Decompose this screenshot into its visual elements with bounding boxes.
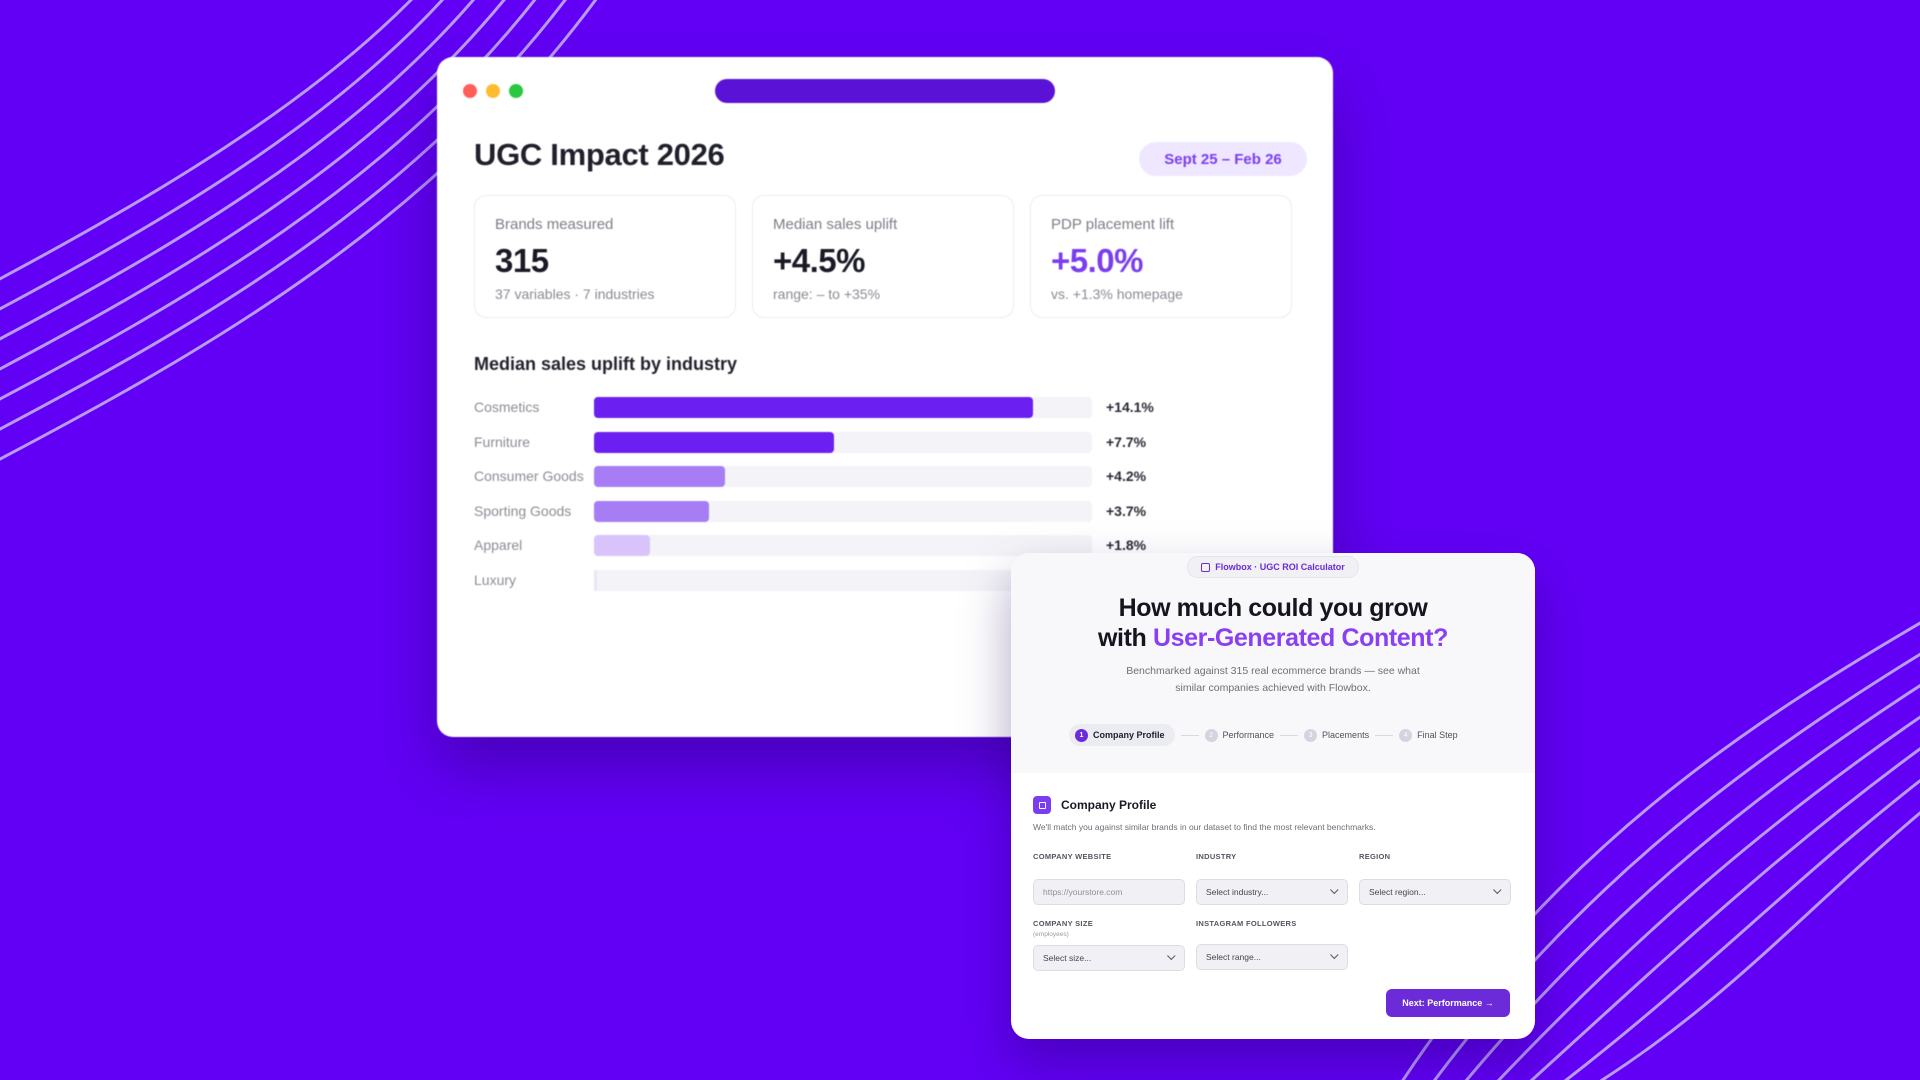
bar-furniture[interactable]	[594, 431, 834, 453]
close-window-button[interactable]	[463, 84, 477, 98]
step-connector	[1375, 734, 1394, 736]
instagram-followers-select[interactable]: Select range...	[1196, 944, 1348, 970]
step-connector	[1180, 734, 1199, 736]
company-size-hint: (employees)	[1033, 931, 1069, 938]
roi-calculator-card: Flowbox · UGC ROI Calculator How much co…	[1011, 553, 1535, 1039]
bar-apparel[interactable]	[594, 535, 651, 556]
bar-label-consumer-goods: Consumer Goods	[474, 468, 584, 484]
step-number: 4	[1399, 728, 1413, 742]
step-label: Company Profile	[1093, 730, 1165, 740]
bar-luxury[interactable]	[594, 569, 598, 591]
section-description: We'll match you against similar brands i…	[1033, 822, 1376, 832]
headline-with: with	[1098, 624, 1147, 652]
bar-value-label: +14.1%	[1106, 399, 1154, 415]
bar-value-label: +4.2%	[1106, 468, 1147, 484]
minimize-window-button[interactable]	[486, 84, 500, 98]
stat-cards: Brands measured 315 37 variables · 7 ind…	[474, 195, 1292, 318]
step-connector	[1280, 734, 1299, 736]
step-performance[interactable]: 2 Performance	[1204, 728, 1275, 742]
step-number: 2	[1204, 728, 1218, 742]
website-label: COMPANY WEBSITE	[1033, 852, 1112, 861]
stat-subtext: vs. +1.3% homepage	[1051, 286, 1183, 302]
industry-bar-chart: Cosmetics +14.1% Furniture +7.7% Consumer Go…	[474, 57, 1314, 737]
stat-card-sales-uplift: Median sales uplift +4.5% range: – to +3…	[752, 195, 1014, 318]
bar-value-label: +1.8%	[1106, 537, 1147, 553]
date-range-badge[interactable]: Sept 25 – Feb 26	[1139, 142, 1307, 176]
region-label: REGION	[1359, 852, 1391, 861]
headline-line-2: with User-Generated Content?	[1011, 623, 1535, 653]
region-value: Select region...	[1369, 887, 1426, 897]
maximize-window-button[interactable]	[509, 84, 523, 98]
bar-track	[594, 535, 1092, 556]
stat-label: Brands measured	[495, 216, 614, 233]
calculator-subtext: Benchmarked against 315 real ecommerce b…	[1126, 665, 1420, 694]
headline-line-1: How much could you grow	[1118, 594, 1428, 622]
bar-sporting-goods[interactable]	[594, 500, 710, 522]
step-label: Placements	[1322, 730, 1370, 740]
industry-select[interactable]: Select industry...	[1196, 879, 1348, 905]
website-placeholder: https://yourstore.com	[1043, 887, 1123, 897]
stat-card-pdp-lift: PDP placement lift +5.0% vs. +1.3% homep…	[1030, 195, 1292, 318]
size-value: Select size...	[1043, 953, 1092, 963]
grid-icon	[1201, 562, 1211, 572]
bar-cosmetics[interactable]	[594, 397, 1033, 418]
bar-value-label: +3.7%	[1106, 502, 1147, 519]
chart-title: Median sales uplift by industry	[474, 354, 738, 374]
bar-track	[594, 569, 1092, 591]
badge-label: Flowbox · UGC ROI Calculator	[1215, 562, 1345, 572]
stat-label: Median sales uplift	[773, 216, 898, 233]
followers-label: INSTAGRAM FOLLOWERS	[1196, 919, 1297, 928]
stat-value: +5.0%	[1051, 242, 1144, 279]
company-size-select[interactable]: Select size...	[1033, 945, 1185, 971]
bar-label-luxury: Luxury	[474, 571, 517, 588]
step-number: 1	[1075, 728, 1088, 742]
page-title: UGC Impact 2026	[474, 137, 725, 172]
bar-label-cosmetics: Cosmetics	[474, 399, 540, 415]
step-placements[interactable]: 3 Placements	[1304, 728, 1370, 742]
chevron-down-icon	[1493, 885, 1502, 895]
stat-subtext: 37 variables · 7 industries	[495, 286, 655, 302]
followers-value: Select range...	[1206, 952, 1261, 962]
step-label: Performance	[1222, 730, 1275, 740]
calculator-headline: How much could you grow with User-Genera…	[1011, 593, 1535, 653]
window-controls	[463, 84, 523, 98]
chevron-down-icon	[1330, 950, 1339, 960]
calculator-badge: Flowbox · UGC ROI Calculator	[1187, 556, 1359, 578]
bar-label-sporting-goods: Sporting Goods	[474, 502, 572, 519]
section-title: Company Profile	[1061, 798, 1157, 812]
stat-subtext: range: – to +35%	[773, 286, 881, 302]
stat-value: +4.5%	[773, 242, 866, 279]
stat-card-brands: Brands measured 315 37 variables · 7 ind…	[474, 195, 736, 318]
company-website-input[interactable]: https://yourstore.com	[1033, 879, 1185, 905]
progress-stepper: 1 Company Profile 2 Performance 3 Placem…	[1069, 724, 1489, 746]
bar-label-apparel: Apparel	[474, 537, 523, 553]
step-company-profile[interactable]: 1 Company Profile	[1069, 724, 1175, 746]
headline-accent: User-Generated Content?	[1152, 624, 1448, 652]
industry-label: INDUSTRY	[1196, 852, 1237, 861]
next-performance-button[interactable]: Next: Performance →	[1386, 989, 1510, 1017]
bar-track	[594, 500, 1092, 522]
company-size-label: COMPANY SIZE	[1033, 919, 1093, 928]
bar-label-furniture: Furniture	[474, 433, 531, 450]
step-label: Final Step	[1417, 730, 1458, 740]
step-final[interactable]: 4 Final Step	[1399, 728, 1458, 742]
address-bar[interactable]	[715, 79, 1055, 103]
bar-consumer-goods[interactable]	[594, 466, 725, 487]
bar-value-label: +7.7%	[1106, 433, 1147, 450]
building-icon	[1033, 796, 1051, 814]
chevron-down-icon	[1167, 951, 1176, 961]
step-number: 3	[1304, 728, 1318, 742]
region-select[interactable]: Select region...	[1359, 879, 1511, 905]
chevron-down-icon	[1330, 885, 1339, 895]
industry-value: Select industry...	[1206, 887, 1269, 897]
stat-value: 315	[495, 242, 549, 279]
stat-label: PDP placement lift	[1051, 216, 1175, 233]
